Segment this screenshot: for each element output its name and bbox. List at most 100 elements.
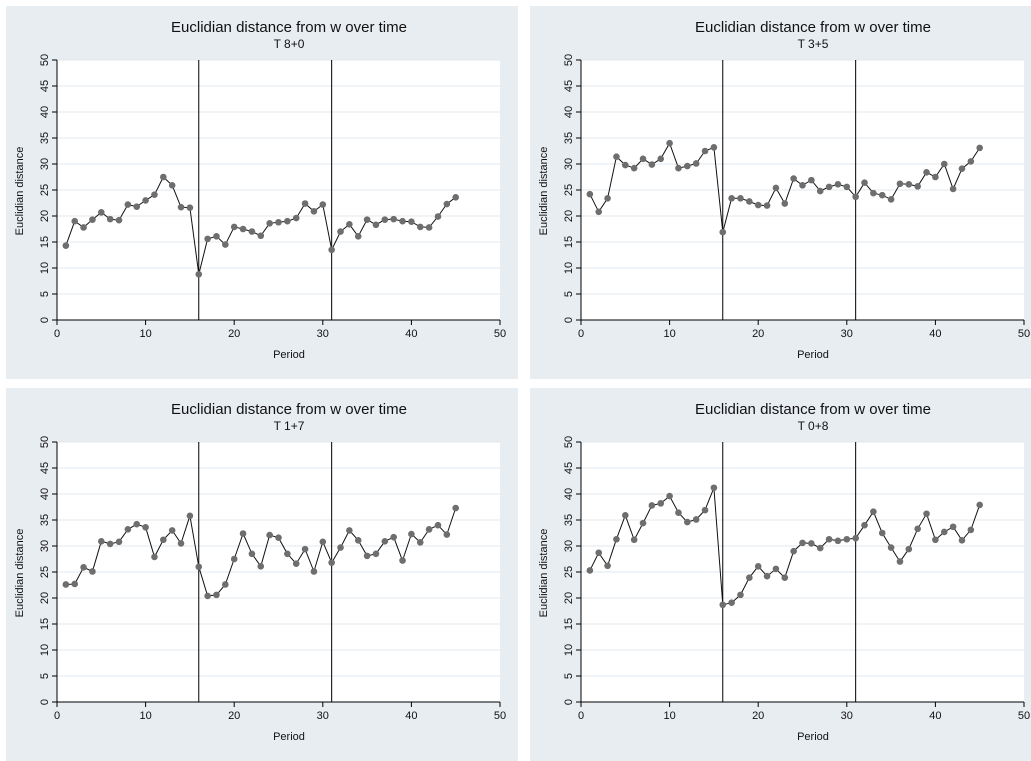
- data-point: [195, 270, 203, 278]
- data-point: [434, 521, 442, 529]
- chart-subtitle: T 1+7: [274, 419, 305, 433]
- chart-svg: Euclidian distance from w over time T 1+…: [14, 401, 506, 743]
- data-point: [328, 246, 335, 254]
- data-point: [115, 538, 123, 546]
- y-tick-label: 5: [563, 673, 575, 679]
- data-point: [949, 523, 957, 531]
- data-point: [89, 568, 96, 575]
- data-point: [692, 160, 700, 167]
- data-point: [604, 195, 611, 202]
- data-point: [443, 531, 451, 538]
- data-point: [586, 190, 594, 198]
- data-point: [160, 173, 167, 181]
- data-point: [230, 223, 238, 231]
- y-tick-label: 40: [39, 106, 51, 118]
- data-point: [940, 160, 948, 168]
- data-point: [684, 162, 691, 170]
- data-point: [781, 574, 789, 582]
- chart-panel-t0-8: Euclidian distance from w over time T 0+…: [530, 388, 1031, 761]
- data-point: [425, 224, 433, 231]
- data-point: [71, 217, 79, 225]
- x-tick-label: 10: [663, 710, 675, 722]
- data-point: [177, 540, 185, 547]
- y-tick-label: 5: [39, 673, 51, 679]
- data-point: [799, 539, 806, 547]
- data-point: [62, 581, 70, 588]
- y-axis-label: Euclidian distance: [14, 529, 26, 618]
- data-point: [701, 506, 709, 514]
- data-point: [728, 195, 735, 202]
- data-point: [399, 217, 406, 225]
- data-point: [878, 191, 886, 199]
- y-tick-label: 5: [39, 291, 51, 297]
- data-point: [825, 183, 833, 191]
- data-point: [746, 198, 753, 205]
- data-point: [666, 492, 673, 500]
- data-point: [861, 521, 868, 529]
- data-point: [630, 164, 638, 172]
- data-point: [905, 180, 913, 188]
- data-point: [648, 502, 656, 509]
- data-point: [151, 191, 158, 198]
- y-tick-label: 0: [563, 317, 575, 323]
- data-point: [967, 158, 975, 165]
- data-point: [257, 232, 265, 240]
- data-point: [133, 520, 141, 528]
- y-tick-label: 50: [39, 436, 51, 448]
- data-point: [834, 180, 842, 188]
- x-tick-label: 40: [405, 710, 417, 722]
- x-tick-label: 20: [752, 710, 764, 722]
- data-point: [328, 559, 335, 566]
- data-point: [248, 228, 256, 235]
- y-tick-label: 15: [563, 618, 575, 630]
- data-point: [719, 228, 727, 236]
- y-tick-label: 50: [563, 54, 575, 66]
- y-tick-label: 35: [39, 132, 51, 144]
- data-point: [354, 536, 362, 544]
- data-point: [843, 535, 851, 543]
- chart-svg: Euclidian distance from w over time T 3+…: [538, 19, 1030, 361]
- data-point: [958, 165, 966, 172]
- data-point: [754, 562, 762, 570]
- data-point: [186, 512, 194, 520]
- data-point: [595, 549, 603, 557]
- data-point: [319, 538, 327, 546]
- data-point: [622, 512, 629, 519]
- data-point: [213, 232, 220, 240]
- y-tick-label: 25: [39, 184, 51, 196]
- data-point: [967, 526, 975, 534]
- y-tick-label: 30: [39, 158, 51, 170]
- data-point: [887, 544, 895, 551]
- data-point: [275, 218, 282, 226]
- data-point: [275, 534, 282, 541]
- data-point: [613, 535, 620, 543]
- data-point: [248, 550, 256, 558]
- data-point: [595, 208, 603, 216]
- data-point: [160, 536, 167, 544]
- data-point: [319, 201, 327, 208]
- data-point: [648, 161, 656, 168]
- y-tick-label: 15: [39, 236, 51, 248]
- plot-area: 0 5 10 15 20 25 30 35 40 45 50 0 10 20 30 40 50: [563, 436, 1030, 722]
- data-point: [284, 550, 291, 558]
- y-tick-label: 30: [39, 540, 51, 552]
- data-point: [168, 182, 176, 189]
- x-tick-label: 0: [578, 328, 584, 340]
- data-point: [816, 187, 824, 195]
- data-point: [301, 200, 309, 207]
- x-tick-label: 20: [228, 710, 240, 722]
- y-tick-label: 20: [563, 592, 575, 604]
- x-tick-label: 0: [578, 710, 584, 722]
- data-point: [230, 555, 238, 563]
- data-point: [861, 179, 868, 187]
- data-point: [781, 200, 789, 207]
- y-tick-label: 45: [563, 80, 575, 92]
- data-point: [923, 169, 930, 176]
- data-point: [443, 200, 451, 208]
- data-point: [790, 547, 797, 555]
- data-point: [346, 527, 353, 534]
- data-point: [878, 529, 886, 537]
- chart-title: Euclidian distance from w over time: [171, 401, 407, 418]
- data-point: [719, 601, 727, 609]
- data-point: [310, 208, 318, 215]
